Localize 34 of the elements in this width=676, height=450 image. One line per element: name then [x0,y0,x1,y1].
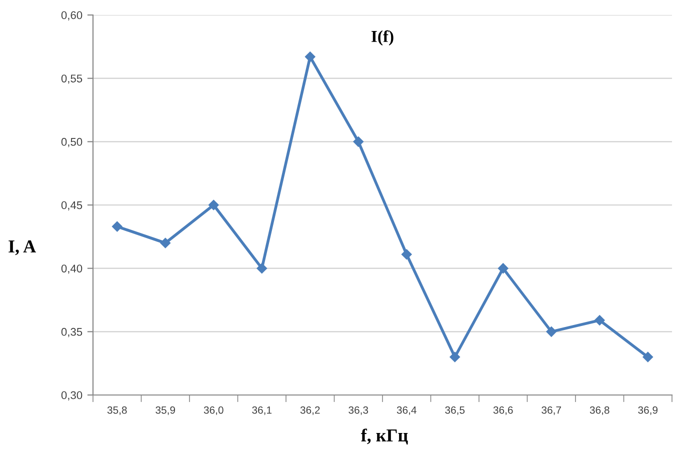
y-tick-label: 0,60 [61,11,82,20]
text: I(f) [371,30,394,46]
point [160,238,170,248]
point [546,326,556,337]
y-tick-label: 0,45 [61,201,82,210]
point [642,352,653,362]
point [498,263,508,274]
x-tick-label: 35,8 [107,406,127,415]
point [256,263,267,274]
x-tick-label: 36,5 [445,406,465,415]
x-tick-label: 36,8 [590,406,610,415]
x-tick-label: 36,2 [300,406,320,415]
x-tick-label: 36,6 [493,406,513,415]
point [594,315,605,326]
point [305,52,316,62]
point [208,200,219,210]
point [112,221,122,232]
x-tick-label: 36,7 [542,406,561,415]
x-tick-label: 36,0 [204,406,224,415]
x-tick-label: 36,3 [348,406,368,415]
y-tick-label: 0,40 [61,264,82,274]
x-tick-label: 36,1 [252,406,272,415]
y-tick-label: 0,30 [61,391,82,400]
y-tick-label: 0,50 [61,138,82,148]
point [450,352,460,362]
y-axis-title: I, A [8,240,36,256]
point [402,249,412,260]
x-tick-label: 36,4 [396,406,416,415]
point [353,136,364,147]
y-tick-label: 0,35 [61,328,82,338]
y-tick-label: 0,55 [61,74,82,84]
x-tick-label: 36,9 [638,406,658,415]
x-tick-label: 35,9 [156,406,176,415]
x-axis-title: f, кГц [360,428,408,444]
